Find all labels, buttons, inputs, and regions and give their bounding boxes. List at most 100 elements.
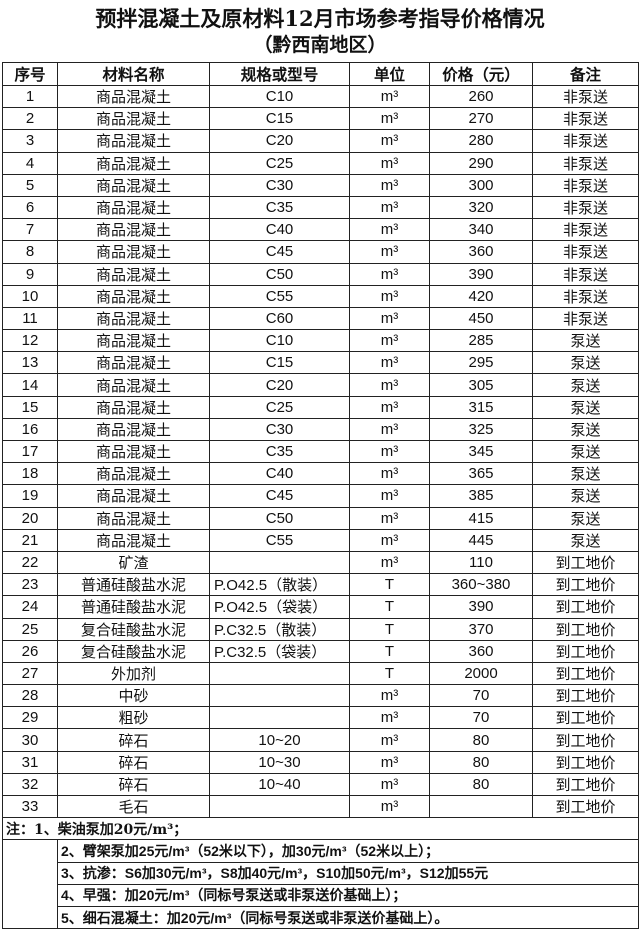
header-remark: 备注 <box>532 62 639 86</box>
cell-material: 商品混凝土 <box>57 151 210 175</box>
cell-index: 11 <box>2 306 58 331</box>
cell-price: 385 <box>429 484 533 508</box>
cell-spec: C55 <box>209 284 350 308</box>
cell-unit: T <box>349 595 430 619</box>
cell-remark: 非泵送 <box>532 284 639 308</box>
cell-index: 17 <box>2 439 58 464</box>
cell-index: 12 <box>2 329 58 353</box>
cell-spec: C50 <box>209 506 350 530</box>
document-title: 预拌混凝土及原材料12月市场参考指导价格情况 <box>95 6 545 31</box>
cell-unit: m³ <box>349 395 430 419</box>
cell-price: 305 <box>429 373 533 397</box>
cell-material: 毛石 <box>57 794 210 819</box>
cell-remark: 到工地价 <box>532 706 639 730</box>
cell-price: 360 <box>429 240 533 264</box>
table-row: 4 商品混凝土 C25 m³ 290 非泵送 <box>2 151 639 175</box>
cell-spec: 10~40 <box>209 772 350 797</box>
cell-unit: m³ <box>349 151 430 175</box>
cell-unit: m³ <box>349 240 430 264</box>
cell-price: 70 <box>429 684 533 708</box>
note-row: 4、早强：加20元/m³（同标号泵送或非泵送价基础上）； <box>3 883 639 907</box>
cell-remark: 泵送 <box>532 329 639 353</box>
cell-index: 33 <box>2 794 58 819</box>
cell-index: 32 <box>2 772 58 797</box>
cell-price: 70 <box>429 706 533 730</box>
cell-remark: 泵送 <box>532 417 639 442</box>
table-row: 10 商品混凝土 C55 m³ 420 非泵送 <box>2 284 639 308</box>
cell-remark: 非泵送 <box>532 107 639 131</box>
cell-remark: 泵送 <box>532 373 639 397</box>
cell-index: 23 <box>2 573 58 597</box>
cell-material: 商品混凝土 <box>57 395 210 419</box>
table-row: 6 商品混凝土 C35 m³ 320 非泵送 <box>2 195 639 220</box>
cell-remark: 泵送 <box>532 462 639 486</box>
cell-unit: m³ <box>349 439 430 464</box>
cell-spec: 10~30 <box>209 750 350 774</box>
cell-material: 商品混凝土 <box>57 129 210 153</box>
cell-spec: C60 <box>209 306 350 331</box>
cell-material: 复合硅酸盐水泥 <box>57 639 210 663</box>
table-row: 19 商品混凝土 C45 m³ 385 泵送 <box>2 484 639 508</box>
note-row: 2、臂架泵加25元/m³（52米以下），加30元/m³（52米以上）； <box>2 839 639 930</box>
note-indent-cell <box>2 839 58 930</box>
cell-material: 商品混凝土 <box>57 484 210 508</box>
cell-unit: m³ <box>349 706 430 730</box>
cell-material: 商品混凝土 <box>57 107 210 131</box>
cell-remark: 到工地价 <box>532 661 639 686</box>
header-unit: 单位 <box>349 62 430 86</box>
cell-index: 7 <box>2 218 58 242</box>
cell-material: 复合硅酸盐水泥 <box>57 617 210 641</box>
cell-spec: C40 <box>209 462 350 486</box>
cell-unit: T <box>349 617 430 641</box>
cell-material: 普通硅酸盐水泥 <box>57 573 210 597</box>
cell-index: 27 <box>2 661 58 686</box>
cell-spec: C15 <box>209 351 350 375</box>
note-text: 3、抗渗：S6加30元/m³，S8加40元/m³，S10加50元/m³，S12加… <box>57 861 639 885</box>
cell-unit: T <box>349 573 430 597</box>
note-text: 4、早强：加20元/m³（同标号泵送或非泵送价基础上）； <box>57 883 639 907</box>
cell-spec: C10 <box>209 329 350 353</box>
cell-material: 中砂 <box>57 684 210 708</box>
cell-index: 8 <box>2 240 58 264</box>
cell-spec <box>209 550 350 575</box>
cell-spec: 10~20 <box>209 728 350 752</box>
cell-unit: m³ <box>349 351 430 375</box>
cell-spec: P.C32.5（散装） <box>209 617 350 641</box>
cell-unit: T <box>349 639 430 663</box>
table-row: 30 碎石 10~20 m³ 80 到工地价 <box>2 728 639 752</box>
cell-spec <box>209 706 350 730</box>
cell-spec: C10 <box>209 84 350 109</box>
cell-index: 2 <box>2 107 58 131</box>
cell-index: 19 <box>2 484 58 508</box>
cell-spec: C40 <box>209 218 350 242</box>
header-spec: 规格或型号 <box>209 62 350 86</box>
cell-material: 商品混凝土 <box>57 439 210 464</box>
table-row: 18 商品混凝土 C40 m³ 365 泵送 <box>2 462 639 486</box>
table-row: 31 碎石 10~30 m³ 80 到工地价 <box>2 750 639 774</box>
note-row: 注：1、柴油泵加20元/m³； <box>2 817 639 841</box>
cell-remark: 非泵送 <box>532 240 639 264</box>
cell-unit: m³ <box>349 284 430 308</box>
cell-material: 商品混凝土 <box>57 195 210 220</box>
cell-unit: m³ <box>349 772 430 797</box>
header-index: 序号 <box>2 62 58 86</box>
document-subtitle: （黔西南地区） <box>253 34 387 56</box>
cell-price <box>429 794 533 819</box>
cell-spec: C30 <box>209 417 350 442</box>
note-text: 5、细石混凝土：加20元/m³（同标号泵送或非泵送价基础上）。 <box>57 905 639 930</box>
table-row: 20 商品混凝土 C50 m³ 415 泵送 <box>2 506 639 530</box>
cell-price: 270 <box>429 107 533 131</box>
cell-spec: C45 <box>209 240 350 264</box>
table-row: 29 粗砂 m³ 70 到工地价 <box>2 706 639 730</box>
cell-remark: 泵送 <box>532 528 639 552</box>
cell-price: 325 <box>429 417 533 442</box>
cell-price: 80 <box>429 772 533 797</box>
cell-unit: m³ <box>349 218 430 242</box>
table-row: 15 商品混凝土 C25 m³ 315 泵送 <box>2 395 639 419</box>
cell-index: 9 <box>2 262 58 286</box>
cell-remark: 非泵送 <box>532 151 639 175</box>
table-row: 1 商品混凝土 C10 m³ 260 非泵送 <box>2 84 639 109</box>
cell-spec: C25 <box>209 151 350 175</box>
cell-material: 外加剂 <box>57 661 210 686</box>
note-row: 3、抗渗：S6加30元/m³，S8加40元/m³，S10加50元/m³，S12加… <box>3 861 639 885</box>
